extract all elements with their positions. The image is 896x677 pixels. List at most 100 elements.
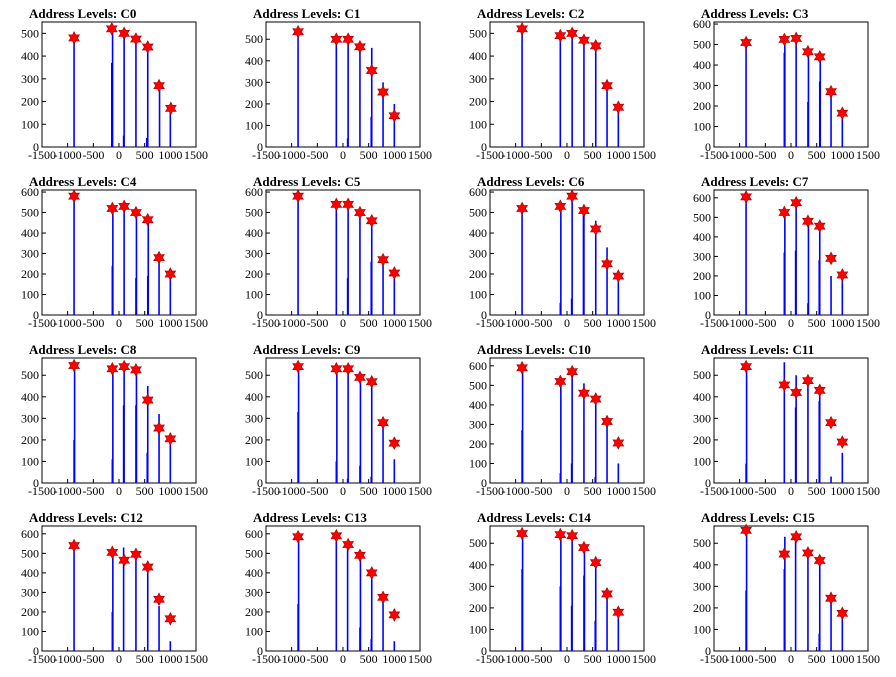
y-tick-label: 300 [469,72,487,86]
star-marker [153,250,165,265]
star-marker [566,528,579,543]
y-tick-label: 400 [21,226,39,240]
y-tick-label: 400 [693,230,711,244]
x-tick-label: 0 [788,652,794,666]
star-marker [836,606,849,621]
x-tick-label: 0 [564,148,570,162]
x-tick-label: 1000 [158,484,182,498]
x-tick-label: 1500 [184,148,208,162]
star-marker [292,359,305,374]
star-marker [778,547,791,561]
x-tick-label: 1500 [184,484,208,498]
star-marker [377,85,389,99]
chart-title: Address Levels: C2 [477,6,584,21]
x-tick-label: 1000 [606,148,630,162]
chart-title: Address Levels: C8 [29,342,137,357]
x-tick-label: 500 [360,148,378,162]
plot-frame [489,525,645,652]
star-marker [554,374,567,389]
chart-title: Address Levels: C5 [253,174,361,189]
y-tick-label: 0 [33,644,39,658]
star-marker [365,566,378,580]
star-marker [330,32,343,47]
y-tick-label: 500 [469,206,487,220]
y-tick-label: 600 [469,185,487,199]
star-marker [790,385,803,400]
star-marker [354,548,366,563]
y-tick-label: 300 [693,579,711,593]
y-tick-label: 400 [245,54,263,68]
plot-frame [41,21,197,148]
star-marker [68,538,81,553]
y-tick-label: 400 [245,226,263,240]
star-marker [153,421,165,435]
y-tick-label: 500 [469,378,487,392]
y-tick-label: 200 [21,605,39,619]
star-marker [330,197,343,212]
plot-frame [489,21,645,148]
x-tick-label: -500 [754,316,776,330]
y-tick-label: 500 [693,38,711,52]
x-tick-label: 500 [808,316,826,330]
star-marker [578,203,590,218]
y-tick-label: 0 [257,476,263,490]
y-tick-label: 400 [693,58,711,72]
x-tick-label: 500 [584,316,602,330]
star-marker [601,587,613,601]
star-marker [141,212,154,227]
star-marker [825,84,837,99]
star-marker [118,553,131,568]
star-marker [365,374,378,389]
star-marker [105,21,118,36]
star-marker [589,222,602,236]
star-marker [825,415,837,430]
y-tick-label: 400 [693,558,711,572]
x-tick-label: 1500 [408,148,432,162]
plot-frame [713,189,869,316]
x-tick-label: -500 [306,484,328,498]
y-tick-label: 100 [469,117,487,131]
x-tick-label: -500 [530,652,552,666]
chart-title: Address Levels: C13 [253,510,367,525]
star-marker [589,555,602,570]
star-marker [342,361,355,376]
y-tick-label: 600 [21,185,39,199]
x-tick-label: 0 [788,316,794,330]
plot-frame [713,525,869,652]
star-marker [802,373,814,388]
y-tick-label: 100 [245,624,263,638]
y-tick-label: 400 [21,566,39,580]
y-tick-label: 300 [693,79,711,93]
chart-panel-11: Address Levels: C11 0 100 200 300 400 500 -1500… [693,342,880,498]
star-marker [106,361,119,376]
x-tick-label: 1000 [382,652,406,666]
star-marker [118,26,131,41]
y-tick-label: 0 [33,140,39,154]
y-tick-label: 0 [33,476,39,490]
y-tick-label: 100 [693,454,711,468]
y-tick-label: 400 [21,49,39,63]
y-tick-label: 0 [705,476,711,490]
x-tick-label: 500 [360,316,378,330]
y-tick-label: 100 [21,454,39,468]
x-tick-label: 1000 [382,484,406,498]
chart-panel-12: Address Levels: C12 0 100 200 300 400 500 600 -1… [21,510,208,666]
x-tick-label: 1500 [632,148,656,162]
y-tick-label: 0 [481,644,487,658]
x-tick-label: 500 [360,484,378,498]
y-tick-label: 500 [21,546,39,560]
plot-frame [41,525,197,652]
star-marker [566,26,579,41]
plot-frame [489,189,645,316]
star-marker [106,201,119,216]
star-marker [365,213,378,228]
star-marker [354,39,366,54]
y-tick-label: 400 [21,390,39,404]
star-marker [141,393,154,407]
star-marker [802,546,814,560]
chart-panel-9: Address Levels: C90100200300400500-1500-… [245,342,432,498]
y-tick-label: 300 [21,585,39,599]
y-tick-label: 500 [693,210,711,224]
y-tick-label: 400 [245,566,263,580]
x-tick-label: 500 [808,148,826,162]
